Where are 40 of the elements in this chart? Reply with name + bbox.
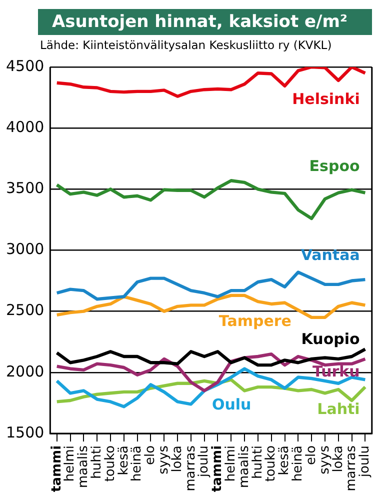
y-tick-label: 4000 [6,118,44,136]
x-tick-label: helmi [224,445,239,482]
x-tick-label: kesä [277,445,292,476]
x-tick-label: joulu [196,445,212,478]
x-tick-label: helmi [62,445,78,482]
series-label: Kuopio [301,330,360,348]
x-tick-label: elo [143,445,158,466]
x-tick-label: loka [170,445,185,472]
x-tick-label: kesä [116,445,132,476]
text: Lähde: Kiinteistönvälitysalan Keskusliitto ry (KVKL) [40,38,332,52]
x-tick-label: huhti [89,445,104,479]
y-tick-label: 3500 [6,179,44,198]
x-tick-label: touko [264,445,279,482]
x-tick-label: joulu [358,445,373,478]
x-tick-label: huhti [250,445,266,479]
x-tick-label: syys [317,445,332,474]
y-tick-label: 4500 [6,56,44,75]
x-tick-label: elo [304,445,319,466]
x-tick-label: tammi [210,445,226,492]
y-tick-label: 3000 [6,240,44,258]
x-tick-label: heinä [130,445,145,482]
x-tick-label: maalis [76,445,92,488]
chart-title: Asuntojen hinnat, kaksiot e/m² [38,9,372,35]
x-tick-label: marras [183,445,198,492]
series-label: Lahti [317,400,360,418]
y-tick-label: 1500 [6,423,44,442]
x-tick-label: maalis [236,445,252,488]
y-tick-label: 2000 [6,362,44,380]
x-tick-label: tammi [49,445,64,492]
x-tick-label: touko [102,445,118,482]
x-tick-label: heinä [290,445,306,482]
y-tick-label: 2500 [6,301,44,320]
series-label: Tampere [218,312,292,330]
series-label: Oulu [212,395,252,414]
series-label: Vantaa [300,246,360,264]
x-tick-label: marras [344,445,360,492]
x-tick-label: loka [330,445,346,472]
series-label: Espoo [309,157,360,176]
x-tick-label: syys [156,445,172,474]
series-label: Helsinki [292,90,360,108]
